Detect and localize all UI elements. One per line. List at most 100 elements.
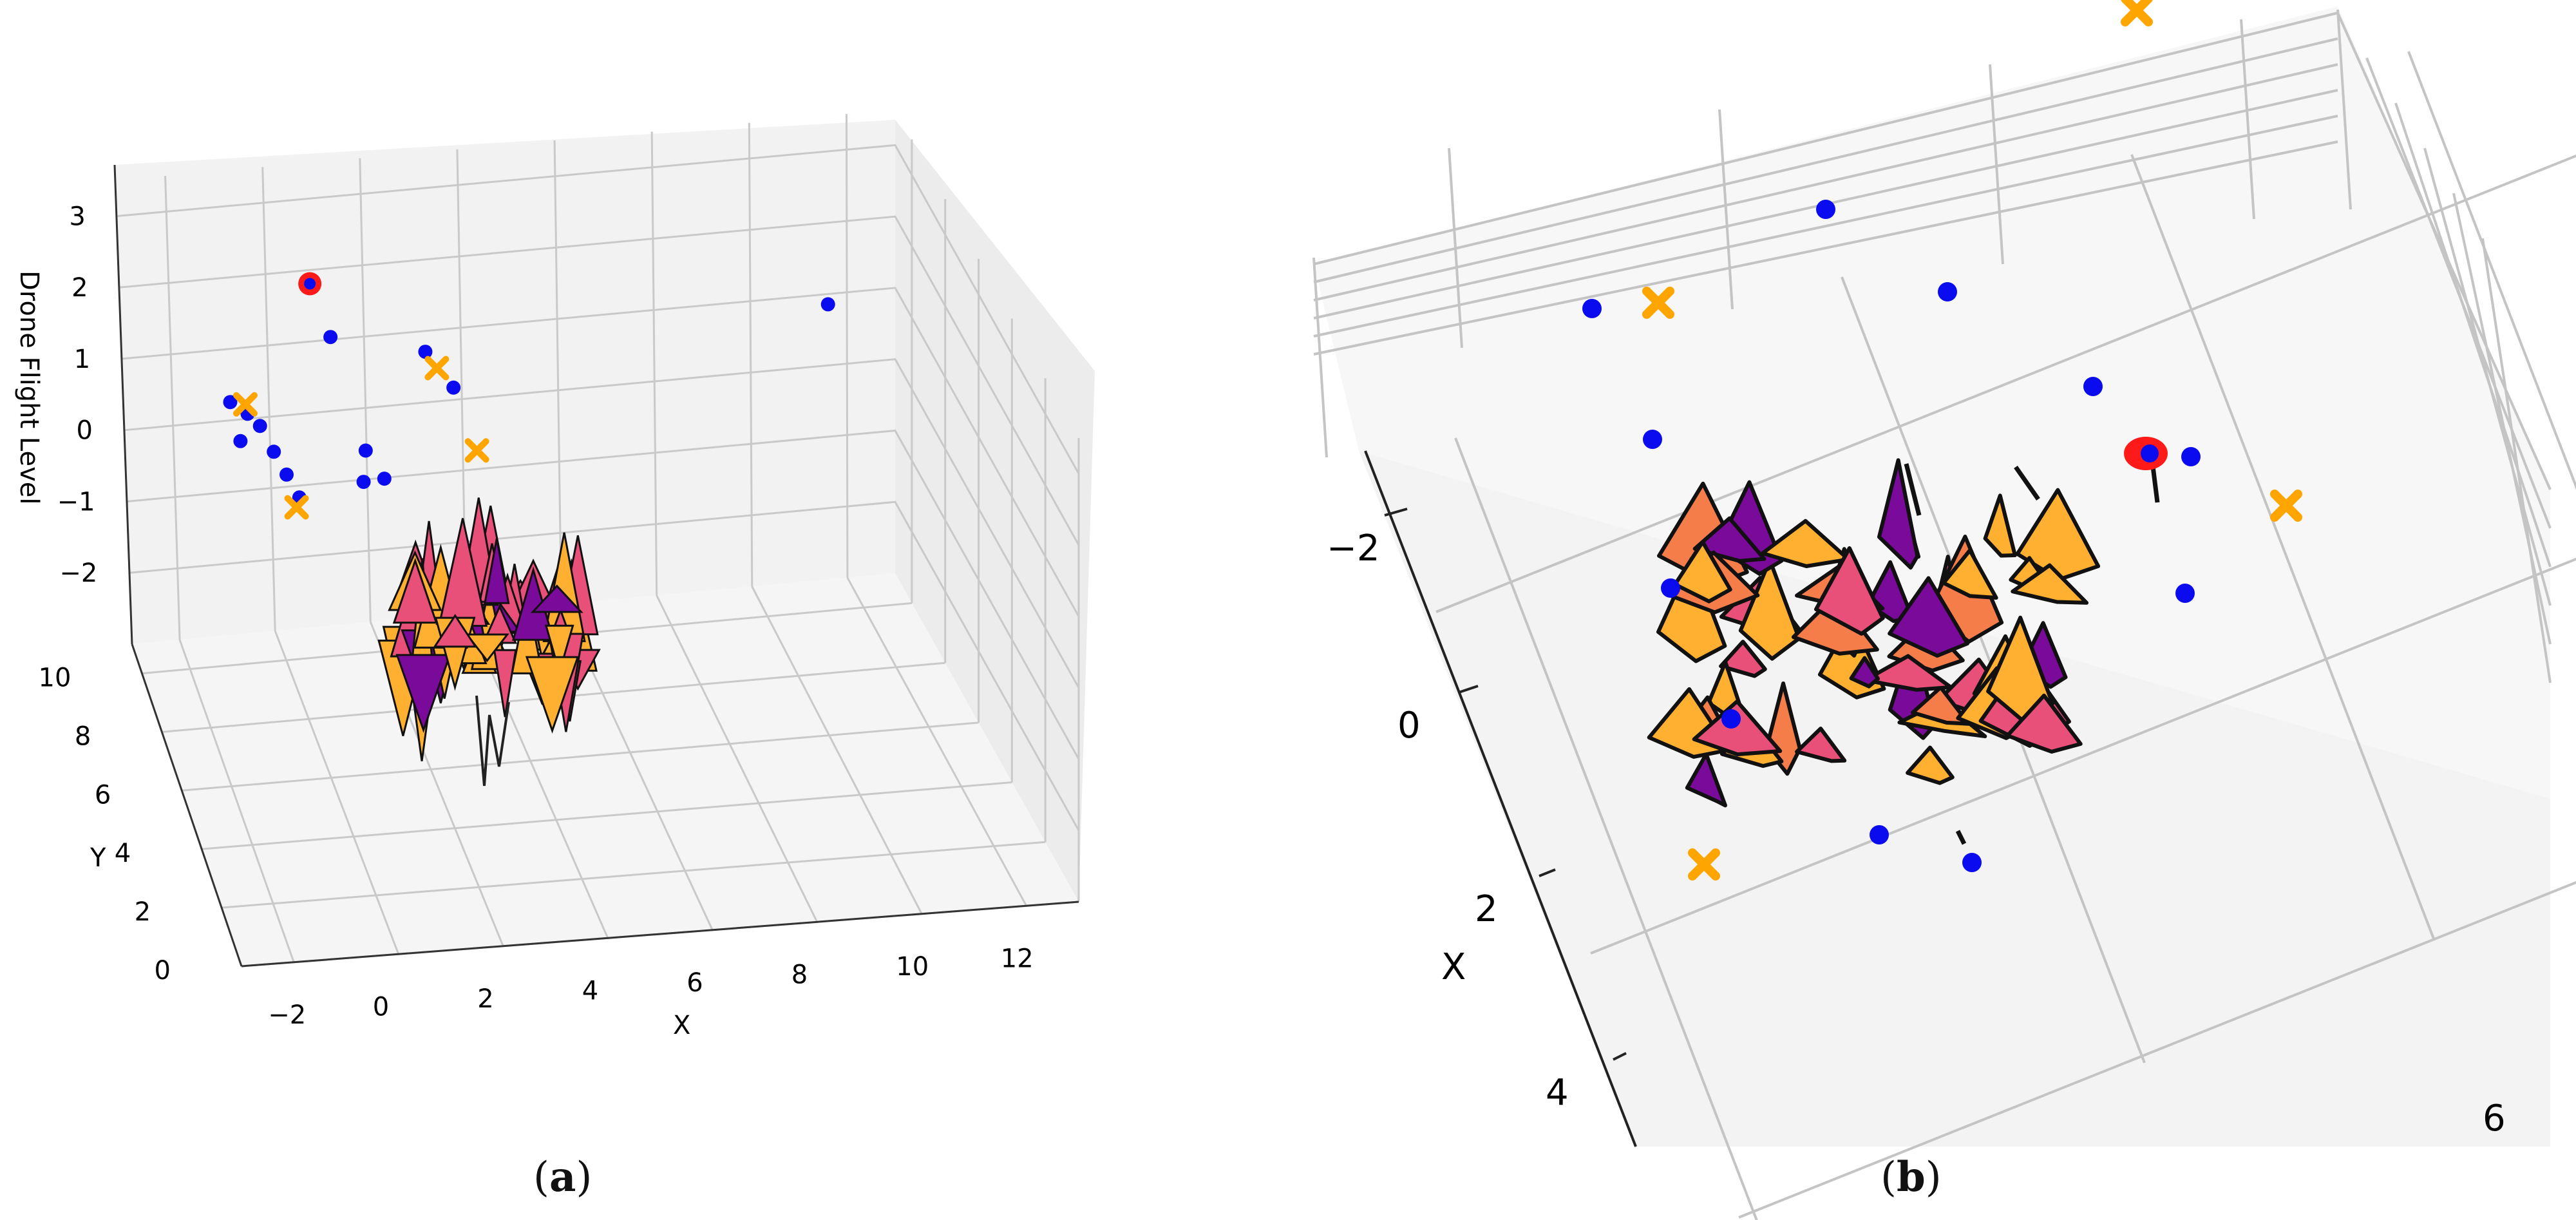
surface-facet	[1863, 654, 1953, 692]
grid-line	[178, 639, 295, 963]
grid-line	[2130, 154, 2436, 941]
waypoint-marker	[284, 495, 309, 520]
data-marks	[1582, 0, 2302, 881]
drone-point	[356, 475, 371, 490]
x-tick-label: 0	[373, 992, 389, 1022]
waypoint-marker	[1688, 848, 1720, 881]
surface-facet	[1986, 615, 2055, 723]
grid-line	[120, 215, 1080, 546]
grid-line	[748, 122, 753, 587]
grid-line	[845, 113, 849, 578]
z-tick-label: −2	[59, 558, 97, 588]
z-tick-label: 2	[71, 273, 88, 303]
surface-facet	[2011, 563, 2089, 605]
drone-point	[267, 444, 281, 459]
x-tick-mark	[1458, 685, 1479, 694]
grid-line	[650, 131, 658, 596]
grid-line	[164, 176, 181, 640]
surface-facet	[1888, 576, 1969, 658]
x-tick-mark	[1613, 1052, 1627, 1061]
y-axis-line	[131, 643, 243, 967]
grid-line	[1313, 140, 2338, 356]
x-tick-label: 2	[477, 984, 493, 1014]
x-axis-label: X	[673, 1011, 690, 1040]
chart-panel-a: −2 0 2 4 6 8 10 12 0 2 4 6 8 10 3 2 1 0 −1 −2 X Y Drone Fli…	[0, 0, 1146, 1220]
drone-point	[1938, 282, 1957, 301]
grid-line	[274, 630, 400, 955]
grid-line	[1313, 115, 2338, 338]
x-tick-mark	[1384, 508, 1408, 517]
surface-facet	[1849, 656, 1880, 689]
drone-point	[1870, 825, 1889, 844]
surface-facet	[433, 613, 478, 648]
waypoint-marker	[1642, 287, 1674, 319]
surface-facet	[392, 557, 438, 624]
y-tick-label: 10	[39, 663, 71, 692]
x-axis-line	[1364, 450, 1637, 1147]
y-tick-label: 6	[95, 780, 111, 810]
surface-spike	[2014, 465, 2040, 501]
grid-line	[261, 167, 276, 631]
z-axis-line	[113, 164, 133, 645]
drone-point	[418, 345, 433, 359]
drone-point	[377, 472, 392, 486]
drone-point	[2083, 377, 2103, 396]
drone-point	[446, 380, 461, 395]
grid-line	[846, 577, 1028, 906]
surface-facet	[484, 538, 510, 604]
waypoint-marker	[2121, 0, 2153, 26]
y-tick-label: 4	[115, 839, 131, 868]
grid-line	[122, 287, 1080, 617]
x-tick-label: 4	[1546, 1072, 1569, 1114]
x-tick-label: 2	[1475, 888, 1498, 930]
surface-facet	[1814, 546, 1885, 636]
grid-line	[1718, 109, 1734, 310]
grid-line	[2407, 51, 2576, 490]
drone-point	[279, 467, 294, 482]
grid-line	[1738, 881, 2576, 1219]
surface-facet	[493, 649, 517, 718]
x-tick-mark	[1539, 868, 1556, 877]
grid-line	[2394, 102, 2552, 567]
grid-line	[202, 781, 1012, 850]
caption-b: (b)	[1880, 1153, 1942, 1201]
grid-line	[124, 358, 1080, 689]
z-axis-label: Drone Flight Level	[14, 271, 44, 504]
grid-line	[1313, 37, 2338, 283]
grid-line	[2423, 148, 2552, 606]
grid-line	[1313, 12, 2338, 265]
surface-facet	[1906, 745, 1955, 785]
x-tick-label: 12	[1001, 944, 1034, 973]
drone-point	[233, 434, 248, 448]
grid-lines	[117, 113, 1080, 967]
grid-line	[2481, 238, 2552, 683]
surface-facet	[530, 584, 583, 613]
surface-facet	[1941, 548, 1998, 600]
y-tick-label: 6	[2483, 1098, 2506, 1139]
x-tick-label: 8	[791, 960, 808, 989]
z-tick-label: −1	[57, 487, 95, 517]
x-tick-label: 6	[687, 968, 703, 998]
drone-point	[252, 419, 267, 434]
grid-line	[553, 140, 563, 605]
drone-point	[2181, 447, 2201, 466]
waypoint-marker	[232, 392, 258, 417]
chart-b-canvas: −2 0 2 4 6 X	[1312, 0, 2576, 1220]
y-tick-label: 0	[155, 956, 171, 986]
grid-line	[221, 841, 1046, 909]
waypoint-marker	[2270, 490, 2302, 522]
drone-point	[358, 443, 373, 458]
x-axis-line	[241, 901, 1079, 967]
x-tick-label: 10	[896, 952, 929, 982]
data-marks	[223, 272, 835, 520]
z-tick-label: 3	[69, 202, 85, 231]
drone-point	[1643, 430, 1662, 449]
grid-line	[1590, 557, 2576, 955]
caption-b-letter: b	[1896, 1153, 1926, 1201]
waypoint-marker	[464, 438, 489, 463]
drone-point	[1582, 299, 1602, 318]
surface-facet	[395, 654, 451, 733]
surface-facet	[2005, 693, 2083, 754]
surface-facet	[1692, 516, 1766, 563]
